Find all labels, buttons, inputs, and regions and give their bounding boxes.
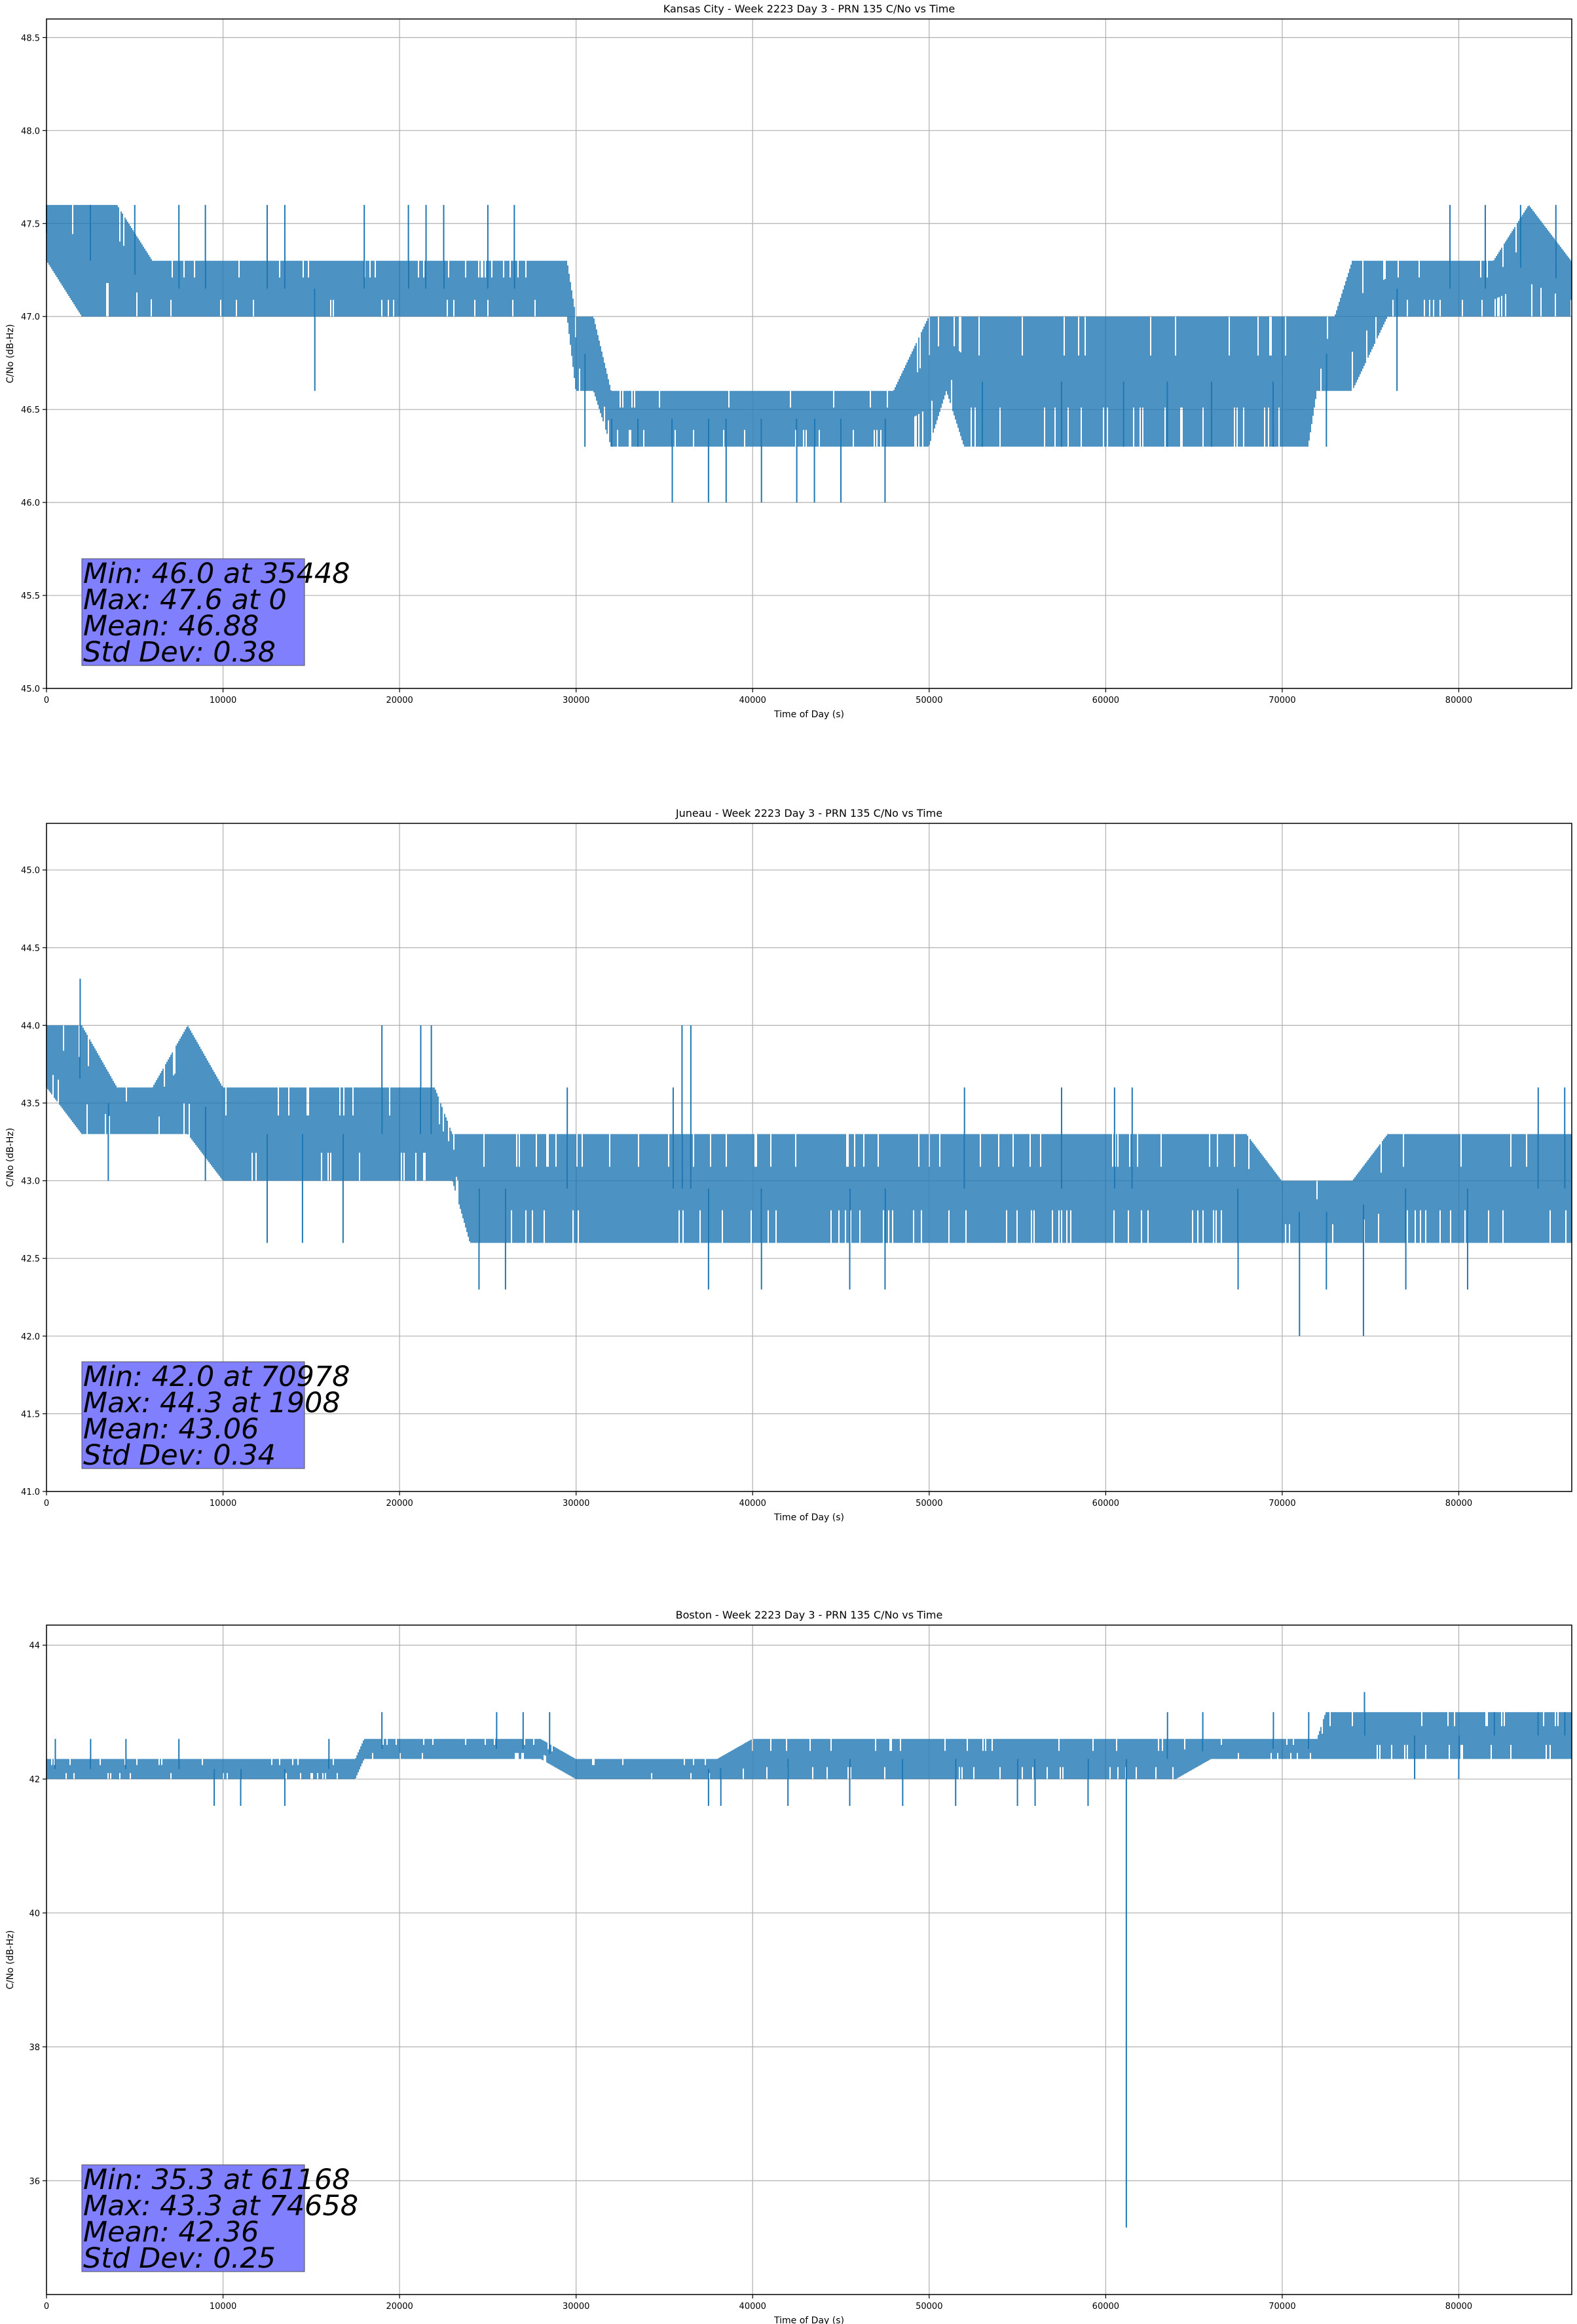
chart-panel: 0 10000 20000 30000 40000 50000 60000 70000 8000… bbox=[5, 1609, 1572, 2324]
y-tick-label: 44.5 bbox=[21, 944, 40, 954]
plot-frame bbox=[46, 18, 1572, 689]
chart-title: Juneau - Week 2223 Day 3 - PRN 135 C/No … bbox=[675, 807, 942, 819]
x-tick-label: 70000 bbox=[1269, 2302, 1295, 2312]
x-tick-label: 40000 bbox=[739, 1499, 766, 1509]
y-tick-label: 43.5 bbox=[21, 1099, 40, 1109]
y-axis-label: C/No (dB-Hz) bbox=[5, 324, 16, 383]
y-tick-label: 40 bbox=[29, 1909, 40, 1919]
y-tick-label: 38 bbox=[29, 2043, 40, 2053]
chart-panel: 0 10000 20000 30000 40000 50000 60000 70000 8000… bbox=[5, 3, 1572, 720]
x-tick-label: 0 bbox=[44, 696, 49, 705]
x-tick-label: 0 bbox=[44, 2302, 49, 2312]
ticks: 0 10000 20000 30000 40000 50000 60000 70000 8000… bbox=[21, 866, 1472, 1509]
x-axis-label: Time of Day (s) bbox=[773, 709, 844, 720]
y-axis-label: C/No (dB-Hz) bbox=[5, 1930, 16, 1989]
x-tick-label: 80000 bbox=[1445, 1499, 1472, 1509]
y-tick-label: 44 bbox=[29, 1641, 40, 1651]
stats-line: Std Dev: 0.38 bbox=[83, 636, 276, 669]
x-tick-label: 30000 bbox=[563, 2302, 589, 2312]
x-axis-label: Time of Day (s) bbox=[773, 2315, 844, 2324]
x-tick-label: 80000 bbox=[1445, 696, 1472, 705]
x-tick-label: 60000 bbox=[1092, 696, 1119, 705]
y-tick-label: 42.0 bbox=[21, 1332, 40, 1342]
y-tick-label: 45.5 bbox=[21, 591, 40, 601]
x-tick-label: 30000 bbox=[563, 696, 589, 705]
x-tick-label: 20000 bbox=[386, 1499, 413, 1509]
stats-line: Std Dev: 0.25 bbox=[83, 2242, 276, 2275]
y-tick-label: 45.0 bbox=[21, 866, 40, 876]
y-tick-label: 46.5 bbox=[21, 405, 40, 415]
y-tick-label: 46.0 bbox=[21, 498, 40, 508]
x-tick-label: 10000 bbox=[210, 2302, 236, 2312]
x-tick-label: 60000 bbox=[1092, 2302, 1119, 2312]
x-tick-label: 70000 bbox=[1269, 696, 1295, 705]
y-tick-label: 45.0 bbox=[21, 684, 40, 694]
stats-line: Max: 47.6 at 0 bbox=[83, 584, 287, 616]
plot-frame bbox=[46, 1624, 1572, 2295]
stats-line: Min: 35.3 at 61168 bbox=[83, 2164, 350, 2196]
x-tick-label: 0 bbox=[44, 1499, 49, 1509]
stats-line: Std Dev: 0.34 bbox=[83, 1439, 276, 1472]
ticks: 0 10000 20000 30000 40000 50000 60000 70000 8000… bbox=[21, 33, 1472, 705]
stats-line: Mean: 42.36 bbox=[83, 2216, 259, 2249]
y-tick-label: 42.5 bbox=[21, 1254, 40, 1264]
plot-frame bbox=[46, 823, 1572, 1492]
y-tick-label: 43.0 bbox=[21, 1177, 40, 1187]
chart-title: Kansas City - Week 2223 Day 3 - PRN 135 … bbox=[663, 3, 955, 15]
y-tick-label: 42 bbox=[29, 1775, 40, 1785]
ticks: 0 10000 20000 30000 40000 50000 60000 70000 8000… bbox=[29, 1641, 1472, 2312]
y-tick-label: 47.5 bbox=[21, 219, 40, 229]
x-tick-label: 50000 bbox=[916, 696, 942, 705]
x-tick-label: 10000 bbox=[210, 696, 236, 705]
y-tick-label: 41.0 bbox=[21, 1488, 40, 1497]
data-series bbox=[46, 979, 1572, 1336]
y-tick-label: 36 bbox=[29, 2177, 40, 2186]
stats-line: Min: 42.0 at 70978 bbox=[83, 1360, 350, 1393]
y-tick-label: 48.0 bbox=[21, 126, 40, 136]
x-axis-label: Time of Day (s) bbox=[773, 1512, 844, 1523]
x-tick-label: 20000 bbox=[386, 696, 413, 705]
x-tick-label: 40000 bbox=[739, 696, 766, 705]
x-tick-label: 40000 bbox=[739, 2302, 766, 2312]
y-tick-label: 44.0 bbox=[21, 1021, 40, 1031]
x-tick-label: 60000 bbox=[1092, 1499, 1119, 1509]
stats-box-background bbox=[81, 558, 305, 666]
stats-line: Mean: 43.06 bbox=[83, 1413, 259, 1446]
chart-title: Boston - Week 2223 Day 3 - PRN 135 C/No … bbox=[676, 1609, 943, 1621]
x-tick-label: 80000 bbox=[1445, 2302, 1472, 2312]
y-axis-label: C/No (dB-Hz) bbox=[5, 1128, 16, 1187]
data-series bbox=[46, 1692, 1572, 2228]
stats-box-background bbox=[81, 1361, 305, 1469]
x-tick-label: 10000 bbox=[210, 1499, 236, 1509]
stats-box-background bbox=[81, 2164, 305, 2272]
x-tick-label: 70000 bbox=[1269, 1499, 1295, 1509]
y-tick-label: 41.5 bbox=[21, 1410, 40, 1419]
stats-line: Min: 46.0 at 35448 bbox=[83, 557, 350, 590]
x-tick-label: 20000 bbox=[386, 2302, 413, 2312]
x-tick-label: 30000 bbox=[563, 1499, 589, 1509]
stats-line: Max: 44.3 at 1908 bbox=[83, 1387, 341, 1419]
chart-panel: 0 10000 20000 30000 40000 50000 60000 70000 8000… bbox=[5, 807, 1572, 1523]
y-tick-label: 47.0 bbox=[21, 312, 40, 322]
x-tick-label: 50000 bbox=[916, 2302, 942, 2312]
x-tick-label: 50000 bbox=[916, 1499, 942, 1509]
stats-line: Max: 43.3 at 74658 bbox=[83, 2190, 358, 2222]
stats-line: Mean: 46.88 bbox=[83, 610, 259, 643]
y-tick-label: 48.5 bbox=[21, 33, 40, 43]
